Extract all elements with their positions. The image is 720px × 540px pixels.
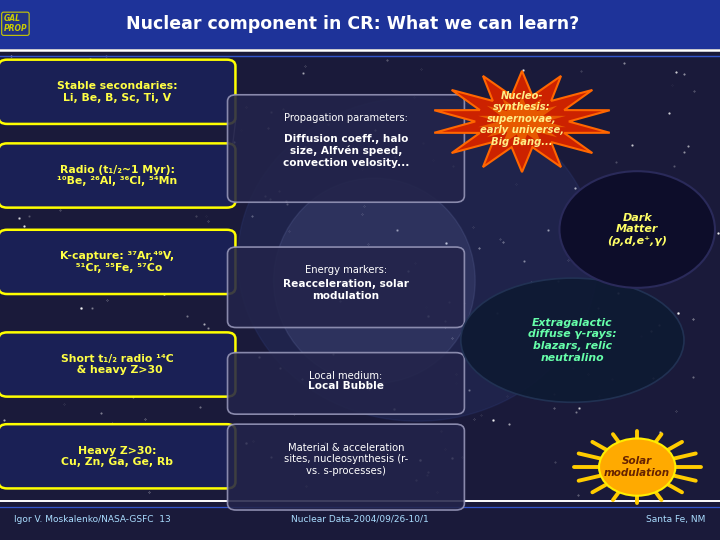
Text: Dark
Matter
(ρ,d,e⁺,γ): Dark Matter (ρ,d,e⁺,γ)	[607, 213, 667, 246]
FancyBboxPatch shape	[228, 95, 464, 202]
Text: Extragalactic
diffuse γ-rays:
blazars, relic
neutralino: Extragalactic diffuse γ-rays: blazars, r…	[528, 318, 617, 362]
Text: GAL
PROP: GAL PROP	[4, 14, 27, 33]
Text: Local medium:: Local medium:	[310, 371, 382, 381]
Polygon shape	[434, 71, 610, 172]
Text: Diffusion coeff., halo
size, Alfvén speed,
convection velosity...: Diffusion coeff., halo size, Alfvén spee…	[283, 134, 409, 168]
Text: Nuclear component in CR: What we can learn?: Nuclear component in CR: What we can lea…	[126, 15, 580, 33]
FancyBboxPatch shape	[228, 424, 464, 510]
Text: Reacceleration, solar
modulation: Reacceleration, solar modulation	[283, 279, 409, 301]
FancyBboxPatch shape	[0, 332, 235, 396]
Text: Nuclear Data-2004/09/26-10/1: Nuclear Data-2004/09/26-10/1	[291, 515, 429, 524]
Circle shape	[559, 171, 715, 288]
FancyBboxPatch shape	[0, 60, 235, 124]
Circle shape	[599, 438, 675, 496]
Text: Short t₁/₂ radio ¹⁴C
 & heavy Z>30: Short t₁/₂ radio ¹⁴C & heavy Z>30	[61, 354, 174, 375]
FancyBboxPatch shape	[0, 424, 235, 488]
Polygon shape	[478, 96, 566, 147]
Text: Igor V. Moskalenko/NASA-GSFC  13: Igor V. Moskalenko/NASA-GSFC 13	[14, 515, 171, 524]
Text: K-capture: ³⁷Ar,⁴⁹V,
 ⁵¹Cr, ⁵⁵Fe, ⁵⁷Co: K-capture: ³⁷Ar,⁴⁹V, ⁵¹Cr, ⁵⁵Fe, ⁵⁷Co	[60, 251, 174, 273]
FancyBboxPatch shape	[228, 353, 464, 414]
FancyBboxPatch shape	[0, 0, 720, 49]
FancyBboxPatch shape	[228, 247, 464, 327]
Ellipse shape	[274, 178, 475, 383]
Ellipse shape	[238, 97, 598, 421]
Text: Santa Fe, NM: Santa Fe, NM	[647, 515, 706, 524]
FancyBboxPatch shape	[0, 230, 235, 294]
FancyBboxPatch shape	[0, 143, 235, 207]
Text: Propagation parameters:: Propagation parameters:	[284, 113, 408, 123]
Text: Stable secondaries:
Li, Be, B, Sc, Ti, V: Stable secondaries: Li, Be, B, Sc, Ti, V	[57, 81, 178, 103]
Text: Heavy Z>30:
Cu, Zn, Ga, Ge, Rb: Heavy Z>30: Cu, Zn, Ga, Ge, Rb	[61, 446, 174, 467]
Text: Solar
modulation: Solar modulation	[604, 456, 670, 478]
Text: Local Bubble: Local Bubble	[308, 381, 384, 391]
Text: Material & acceleration
sites, nucleosynthesis (r-
vs. s-processes): Material & acceleration sites, nucleosyn…	[284, 443, 408, 476]
Text: Radio (t₁/₂~1 Myr):
¹⁰Be, ²⁶Al, ³⁶Cl, ⁵⁴Mn: Radio (t₁/₂~1 Myr): ¹⁰Be, ²⁶Al, ³⁶Cl, ⁵⁴…	[57, 165, 178, 186]
Text: Nucleo-
synthesis:
supernovae,
early universe,
Big Bang...: Nucleo- synthesis: supernovae, early uni…	[480, 91, 564, 147]
Ellipse shape	[461, 278, 684, 402]
Text: Energy markers:: Energy markers:	[305, 266, 387, 275]
